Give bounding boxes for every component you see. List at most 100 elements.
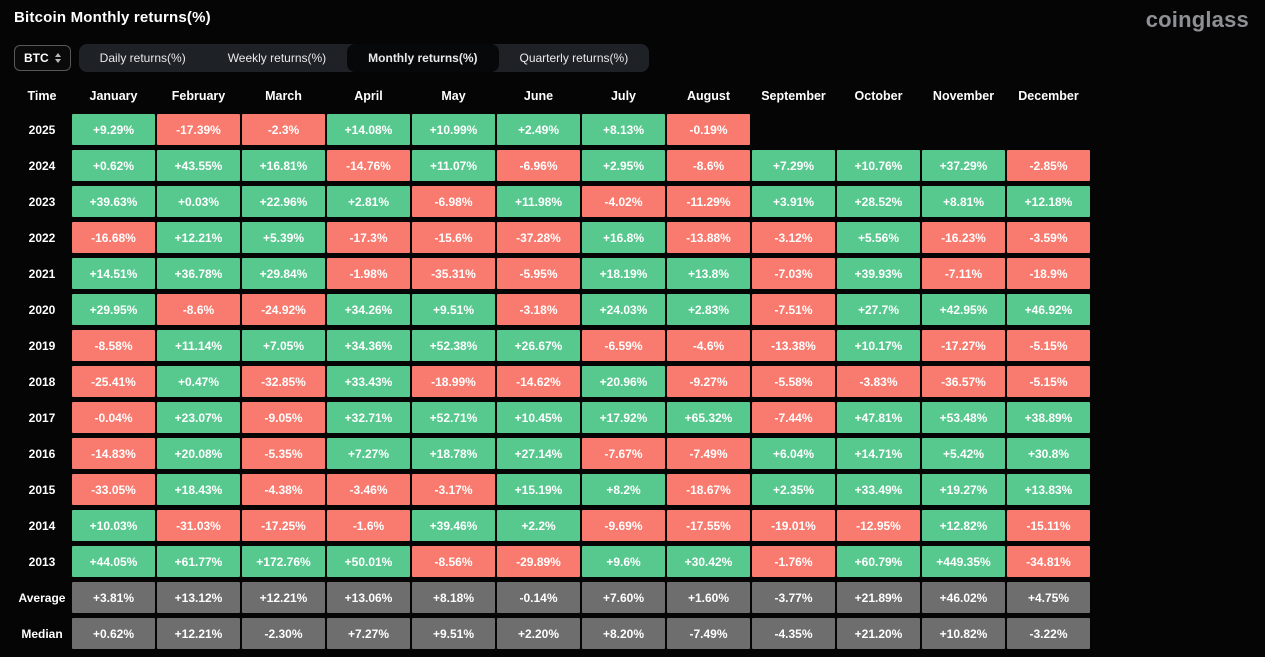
return-cell: -16.68%	[72, 222, 155, 253]
return-cell: -5.95%	[497, 258, 580, 289]
return-cell: -1.76%	[752, 546, 835, 577]
coinglass-logo: coinglass	[1145, 7, 1249, 32]
return-cell: +2.81%	[327, 186, 410, 217]
return-cell: -24.92%	[242, 294, 325, 325]
return-cell: -18.67%	[667, 474, 750, 505]
tab-monthly-returns[interactable]: Monthly returns(%)	[347, 44, 499, 72]
tab-daily-returns[interactable]: Daily returns(%)	[99, 51, 186, 65]
return-cell: -15.11%	[1007, 510, 1090, 541]
return-cell: -7.11%	[922, 258, 1005, 289]
return-cell: +10.99%	[412, 114, 495, 145]
returns-period-tabs: Daily returns(%) Weekly returns(%) Month…	[78, 44, 650, 72]
column-header: November	[932, 89, 995, 103]
return-cell: +36.78%	[157, 258, 240, 289]
return-cell: +14.08%	[327, 114, 410, 145]
return-cell: -14.76%	[327, 150, 410, 181]
row-label: 2019	[28, 338, 56, 353]
return-cell: -7.67%	[582, 438, 665, 469]
return-cell: -2.30%	[242, 618, 325, 649]
return-cell: +23.07%	[157, 402, 240, 433]
column-header: July	[610, 89, 636, 103]
return-cell: +6.04%	[752, 438, 835, 469]
controls-bar: BTC Daily returns(%) Weekly returns(%) M…	[14, 44, 1265, 72]
row-label: Median	[21, 626, 63, 641]
return-cell: -4.38%	[242, 474, 325, 505]
return-cell: -32.85%	[242, 366, 325, 397]
return-cell	[837, 114, 920, 145]
return-cell: -5.58%	[752, 366, 835, 397]
tab-quarterly-returns[interactable]: Quarterly returns(%)	[519, 51, 629, 65]
return-cell: +8.81%	[922, 186, 1005, 217]
column-header: June	[523, 89, 554, 103]
return-cell: -7.49%	[667, 618, 750, 649]
return-cell: -6.98%	[412, 186, 495, 217]
column-header: Time	[27, 89, 57, 103]
return-cell: +46.02%	[922, 582, 1005, 613]
return-cell: +2.95%	[582, 150, 665, 181]
return-cell: -17.27%	[922, 330, 1005, 361]
return-cell: -3.17%	[412, 474, 495, 505]
return-cell: +30.8%	[1007, 438, 1090, 469]
return-cell: +60.79%	[837, 546, 920, 577]
return-cell: +9.51%	[412, 618, 495, 649]
return-cell: +15.19%	[497, 474, 580, 505]
return-cell: +21.20%	[837, 618, 920, 649]
return-cell: +38.89%	[1007, 402, 1090, 433]
return-cell: +12.21%	[157, 222, 240, 253]
return-cell: +21.89%	[837, 582, 920, 613]
return-cell: -37.28%	[497, 222, 580, 253]
return-cell: -3.46%	[327, 474, 410, 505]
topbar: Bitcoin Monthly returns(%) coinglass	[0, 0, 1265, 31]
return-cell: -25.41%	[72, 366, 155, 397]
tab-weekly-returns[interactable]: Weekly returns(%)	[227, 51, 327, 65]
return-cell: -0.14%	[497, 582, 580, 613]
return-cell: -3.12%	[752, 222, 835, 253]
returns-table: Time January February March April May June July…	[14, 84, 1265, 649]
return-cell: +12.18%	[1007, 186, 1090, 217]
return-cell: +52.38%	[412, 330, 495, 361]
return-cell: -13.88%	[667, 222, 750, 253]
return-cell: -7.49%	[667, 438, 750, 469]
return-cell	[1007, 114, 1090, 145]
return-cell: +3.91%	[752, 186, 835, 217]
return-cell: -1.6%	[327, 510, 410, 541]
updown-arrows-icon	[54, 53, 61, 63]
return-cell: -5.15%	[1007, 366, 1090, 397]
return-cell: -8.56%	[412, 546, 495, 577]
return-cell: +1.60%	[667, 582, 750, 613]
column-header: February	[171, 89, 226, 103]
return-cell: -36.57%	[922, 366, 1005, 397]
return-cell: +12.21%	[157, 618, 240, 649]
row-label: 2016	[28, 446, 56, 461]
return-cell: +17.92%	[582, 402, 665, 433]
return-cell: +9.51%	[412, 294, 495, 325]
return-cell: +34.26%	[327, 294, 410, 325]
column-header: January	[89, 89, 138, 103]
return-cell: +18.19%	[582, 258, 665, 289]
return-cell: -18.99%	[412, 366, 495, 397]
row-label: 2024	[28, 158, 56, 173]
return-cell: +2.2%	[497, 510, 580, 541]
return-cell: -17.25%	[242, 510, 325, 541]
row-label: 2018	[28, 374, 56, 389]
symbol-select[interactable]: BTC	[14, 45, 71, 71]
return-cell: -6.59%	[582, 330, 665, 361]
return-cell: -3.59%	[1007, 222, 1090, 253]
row-label: 2017	[28, 410, 56, 425]
return-cell: +50.01%	[327, 546, 410, 577]
return-cell: -1.98%	[327, 258, 410, 289]
return-cell: +13.8%	[667, 258, 750, 289]
return-cell: +9.29%	[72, 114, 155, 145]
return-cell: +4.75%	[1007, 582, 1090, 613]
return-cell: -14.83%	[72, 438, 155, 469]
column-header: April	[354, 89, 383, 103]
return-cell: +46.92%	[1007, 294, 1090, 325]
return-cell: +20.96%	[582, 366, 665, 397]
return-cell: +9.6%	[582, 546, 665, 577]
return-cell: +10.82%	[922, 618, 1005, 649]
return-cell: +33.49%	[837, 474, 920, 505]
return-cell: +30.42%	[667, 546, 750, 577]
return-cell: +5.42%	[922, 438, 1005, 469]
return-cell: -7.44%	[752, 402, 835, 433]
